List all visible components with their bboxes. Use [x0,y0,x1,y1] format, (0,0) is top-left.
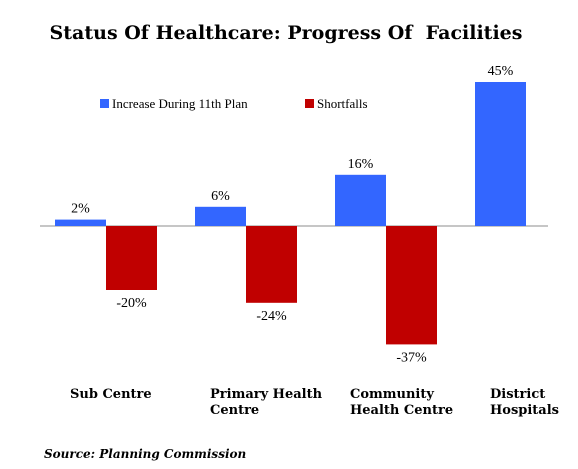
data-label-increase-2: 16% [348,157,374,172]
bar-increase-2 [335,174,386,226]
bar-shortfall-0 [106,226,157,290]
category-label-2: Community Health Centre [350,387,453,418]
bar-shortfall-1 [246,226,297,303]
bar-increase-0 [55,219,106,226]
legend-swatch-shortfalls [305,99,314,108]
source-note: Source: Planning Commission [44,447,246,461]
bar-shortfall-2 [386,226,437,345]
category-label-0: Sub Centre [70,387,152,402]
data-label-shortfall-1: -24% [256,309,287,324]
plot-area: 2% 6% 16% 45% -20% -24% -37% [40,64,548,365]
category-labels: Sub Centre Primary Health Centre Community H… [70,387,559,418]
legend-swatch-increase [100,99,109,108]
legend-label-increase: Increase During 11th Plan [112,96,248,111]
chart-title: Status Of Healthcare: Progress Of Facili… [50,22,523,44]
category-label-3: District Hospitals [490,387,559,418]
bar-increase-3 [475,82,526,226]
category-label-1: Primary Health Centre [210,387,323,418]
data-label-shortfall-2: -37% [396,350,427,365]
data-label-increase-1: 6% [211,189,230,204]
legend-label-shortfalls: Shortfalls [317,96,368,111]
bar-increase-1 [195,206,246,226]
data-label-shortfall-0: -20% [116,296,147,311]
legend: Increase During 11th Plan Shortfalls [100,96,368,111]
data-label-increase-3: 45% [488,64,514,79]
data-label-increase-0: 2% [71,202,90,217]
